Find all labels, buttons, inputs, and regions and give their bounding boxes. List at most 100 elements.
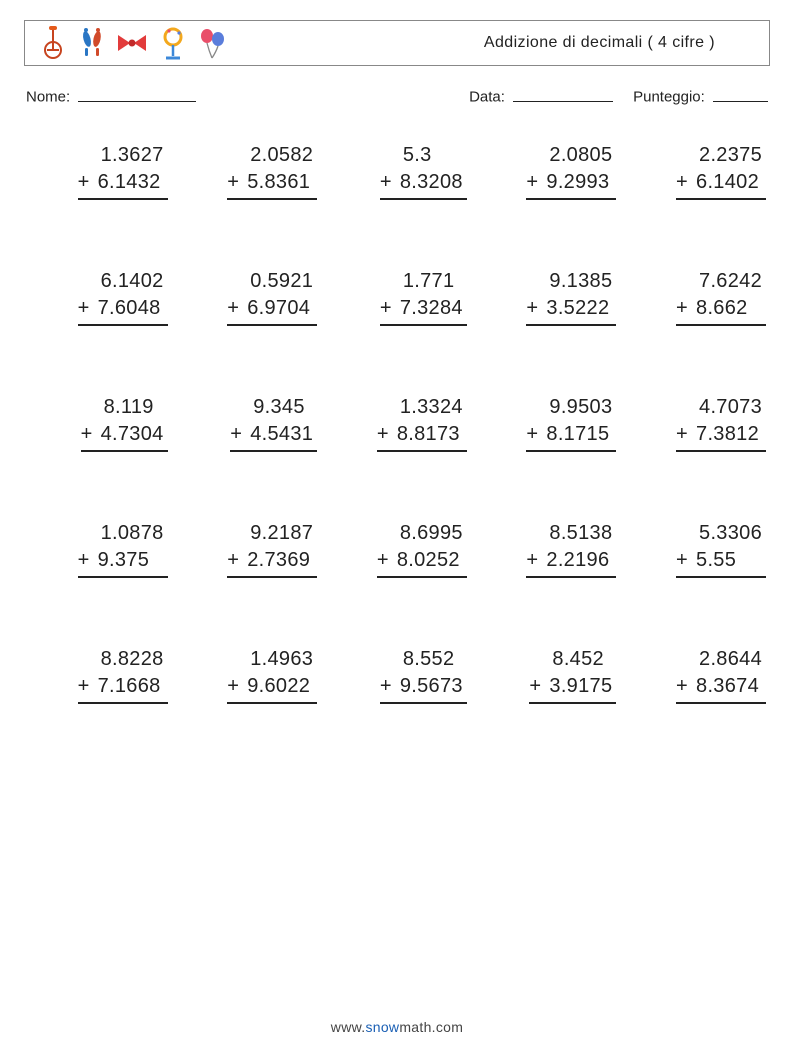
footer: www.snowmath.com — [0, 1019, 794, 1035]
addend-top: 2.8644 — [676, 646, 762, 673]
problem-stack: 6.1402+7.6048 — [78, 268, 168, 326]
addend-bottom: +7.1668 — [78, 673, 164, 700]
addend-bottom-value: 9.375 — [98, 549, 155, 571]
problem: 5.3 +8.3208 — [327, 142, 467, 200]
operation-symbol: + — [227, 673, 247, 700]
addend-bottom-value: 7.6048 — [98, 297, 161, 319]
operation-symbol: + — [227, 547, 247, 574]
operation-symbol: + — [227, 169, 247, 196]
operation-symbol: + — [230, 421, 250, 448]
operation-symbol: + — [676, 421, 696, 448]
addend-top: 9.9503 — [526, 394, 612, 421]
problem-stack: 4.7073+7.3812 — [676, 394, 766, 452]
problem: 1.0878+9.375 — [28, 520, 168, 578]
date-field: Data: — [469, 88, 613, 106]
operation-symbol: + — [377, 421, 397, 448]
addend-top: 7.6242 — [676, 268, 762, 295]
score-field: Punteggio: — [633, 88, 768, 106]
header-bar: Addizione di decimali ( 4 cifre ) — [24, 20, 770, 66]
addend-bottom-value: 7.3812 — [696, 423, 759, 445]
addend-bottom-value: 7.1668 — [98, 675, 161, 697]
problem: 2.0805+9.2993 — [477, 142, 617, 200]
addend-top: 2.0582 — [227, 142, 313, 169]
problem: 1.3324+8.8173 — [327, 394, 467, 452]
problem: 8.8228+7.1668 — [28, 646, 168, 704]
problem-stack: 2.0582+5.8361 — [227, 142, 317, 200]
score-label: Punteggio: — [633, 89, 705, 106]
operation-symbol: + — [78, 547, 98, 574]
problem: 0.5921+6.9704 — [178, 268, 318, 326]
addend-bottom: +7.6048 — [78, 295, 164, 322]
addend-top: 6.1402 — [78, 268, 164, 295]
addend-top: 1.4963 — [227, 646, 313, 673]
problem: 8.6995+8.0252 — [327, 520, 467, 578]
addend-bottom-value: 8.3674 — [696, 675, 759, 697]
problem-stack: 1.3324+8.8173 — [377, 394, 467, 452]
problem: 7.6242+8.662 — [626, 268, 766, 326]
addend-top: 9.1385 — [526, 268, 612, 295]
addend-bottom-value: 8.662 — [696, 297, 753, 319]
problem: 9.1385+3.5222 — [477, 268, 617, 326]
bowtie-icon — [115, 26, 149, 60]
juggling-pins-icon — [77, 26, 105, 60]
addend-bottom-value: 6.9704 — [247, 297, 310, 319]
addend-top: 2.0805 — [526, 142, 612, 169]
problem-stack: 8.6995+8.0252 — [377, 520, 467, 578]
unicycle-icon — [39, 26, 67, 60]
operation-symbol: + — [380, 295, 400, 322]
problem-stack: 1.3627+6.1432 — [78, 142, 168, 200]
problem-stack: 2.8644+8.3674 — [676, 646, 766, 704]
addend-bottom: +2.2196 — [526, 547, 612, 574]
problem: 2.8644+8.3674 — [626, 646, 766, 704]
operation-symbol: + — [676, 169, 696, 196]
addend-top: 2.2375 — [676, 142, 762, 169]
addend-bottom: +9.5673 — [380, 673, 463, 700]
operation-symbol: + — [377, 547, 397, 574]
footer-prefix: www. — [331, 1019, 366, 1035]
addend-top: 5.3306 — [676, 520, 762, 547]
addend-bottom: +4.7304 — [81, 421, 164, 448]
addend-bottom-value: 2.7369 — [247, 549, 310, 571]
operation-symbol: + — [526, 169, 546, 196]
addend-bottom: +9.2993 — [526, 169, 612, 196]
operation-symbol: + — [380, 673, 400, 700]
addend-top: 5.3 — [380, 142, 463, 169]
addend-top: 0.5921 — [227, 268, 313, 295]
addend-top: 1.3627 — [78, 142, 164, 169]
operation-symbol: + — [81, 421, 101, 448]
problem-stack: 2.2375+6.1402 — [676, 142, 766, 200]
date-label: Data: — [469, 89, 505, 106]
problem: 9.2187+2.7369 — [178, 520, 318, 578]
addend-bottom-value: 3.5222 — [546, 297, 609, 319]
operation-symbol: + — [676, 673, 696, 700]
name-blank[interactable] — [78, 88, 196, 102]
problem-stack: 1.4963+9.6022 — [227, 646, 317, 704]
problem-stack: 9.9503+8.1715 — [526, 394, 616, 452]
addend-bottom-value: 6.1402 — [696, 171, 759, 193]
problem-stack: 0.5921+6.9704 — [227, 268, 317, 326]
addend-bottom: +7.3812 — [676, 421, 762, 448]
score-blank[interactable] — [713, 88, 768, 102]
ring-stand-icon — [159, 26, 187, 60]
problem-stack: 1.0878+9.375 — [78, 520, 168, 578]
problem: 9.345 +4.5431 — [178, 394, 318, 452]
addend-bottom: +6.1432 — [78, 169, 164, 196]
addend-bottom: +7.3284 — [380, 295, 463, 322]
addend-bottom: +5.8361 — [227, 169, 313, 196]
operation-symbol: + — [380, 169, 400, 196]
addend-top: 8.8228 — [78, 646, 164, 673]
problem-stack: 5.3306+5.55 — [676, 520, 766, 578]
problem-stack: 8.119 +4.7304 — [81, 394, 168, 452]
date-blank[interactable] — [513, 88, 613, 102]
operation-symbol: + — [78, 673, 98, 700]
addend-bottom-value: 6.1432 — [98, 171, 161, 193]
problem-stack: 9.2187+2.7369 — [227, 520, 317, 578]
addend-top: 1.3324 — [377, 394, 463, 421]
problem-stack: 2.0805+9.2993 — [526, 142, 616, 200]
operation-symbol: + — [529, 673, 549, 700]
addend-top: 4.7073 — [676, 394, 762, 421]
addend-bottom: +8.662 — [676, 295, 762, 322]
problem: 8.119 +4.7304 — [28, 394, 168, 452]
addend-bottom: +4.5431 — [230, 421, 313, 448]
footer-suffix: math.com — [399, 1019, 463, 1035]
